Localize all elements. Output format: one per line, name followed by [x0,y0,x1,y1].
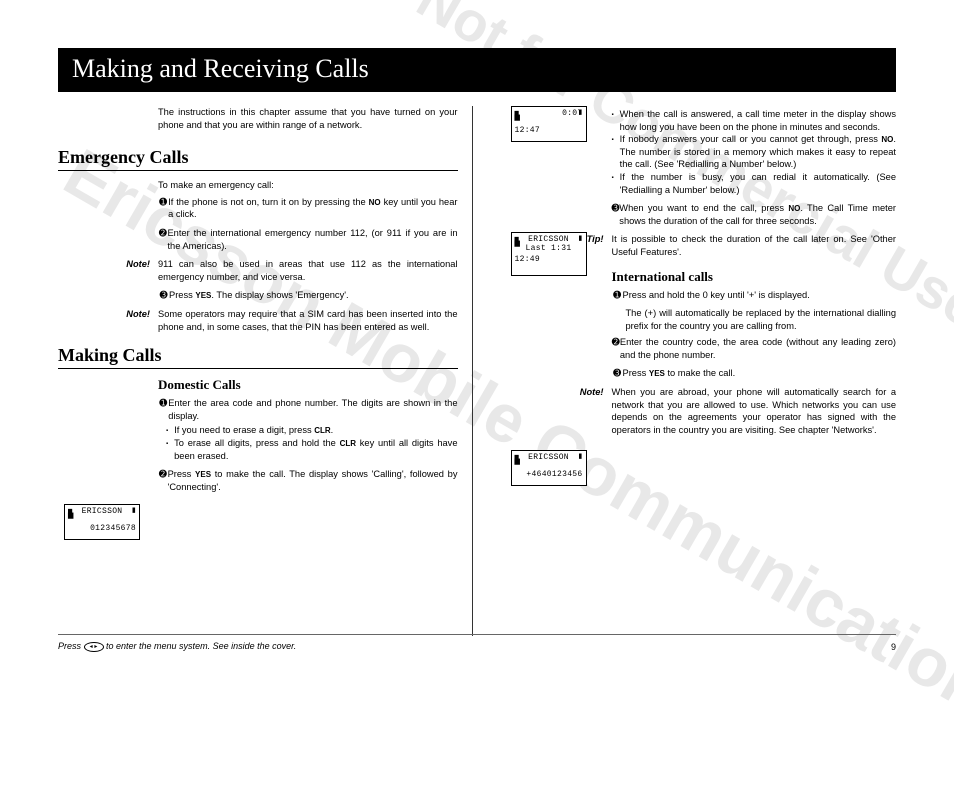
emergency-step-2: ➋Enter the international emergency numbe… [58,227,458,254]
right-bullet-1: When the call is answered, a call time m… [612,108,897,133]
intl-step-3: ➌Press YES to make the call. [497,367,897,382]
emergency-note-2: Note! Some operators may require that a … [58,308,458,333]
intl-step-2: ➋Enter the country code, the area code (… [497,336,897,363]
domestic-step-1: ➊Enter the area code and phone number. T… [58,397,458,464]
right-bullet-2: If nobody answers your call or you canno… [612,133,897,171]
emergency-step-3: ➌Press YES. The display shows 'Emergency… [58,289,458,304]
page-content: Making and Receiving Calls The instructi… [0,0,954,674]
domestic-step-2: ➋Press YES to make the call. The display… [58,468,458,495]
page-title: Making and Receiving Calls [58,48,896,92]
intl-step-1: ➊Press and hold the 0 key until '+' is d… [497,289,897,304]
left-column: The instructions in this chapter assume … [58,106,473,636]
emergency-lead: To make an emergency call: [58,179,458,192]
intl-note: Note! When you are abroad, your phone wi… [497,386,897,436]
emergency-note-1: Note! 911 can also be used in areas that… [58,258,458,283]
emergency-heading: Emergency Calls [58,147,458,171]
domestic-bullet-1: If you need to erase a digit, press CLR. [166,424,458,437]
page-footer: Press ◂ ▸ to enter the menu system. See … [58,634,896,652]
intl-para: The (+) will automatically be replaced b… [497,307,897,332]
right-bullet-3: If the number is busy, you can redial it… [612,171,897,196]
emergency-step-1: ➊If the phone is not on, turn it on by p… [58,196,458,223]
right-column: ▄▆▮ 0:07 12:47 ▄▆▮ ERICSSON Last 1:31 12… [493,106,897,636]
domestic-heading: Domestic Calls [158,377,458,393]
phone-screen-domestic: ▄▆▮ ERICSSON 012345678 [64,504,140,540]
right-step-3: ➌When you want to end the call, press NO… [497,202,897,229]
phone-screen-intl: ▄▆▮ ERICSSON +4640123456 [511,450,587,486]
making-calls-heading: Making Calls [58,345,458,369]
phone-screen-last: ▄▆▮ ERICSSON Last 1:31 12:49 [511,232,587,276]
two-column-layout: The instructions in this chapter assume … [58,106,896,636]
footer-hint: Press ◂ ▸ to enter the menu system. See … [58,641,296,652]
menu-key-icon: ◂ ▸ [84,642,104,652]
phone-screen-timer: ▄▆▮ 0:07 12:47 [511,106,587,142]
page-number: 9 [891,642,896,652]
domestic-bullet-2: To erase all digits, press and hold the … [166,437,458,462]
intro-text: The instructions in this chapter assume … [158,106,458,131]
intl-heading: International calls [612,269,897,285]
